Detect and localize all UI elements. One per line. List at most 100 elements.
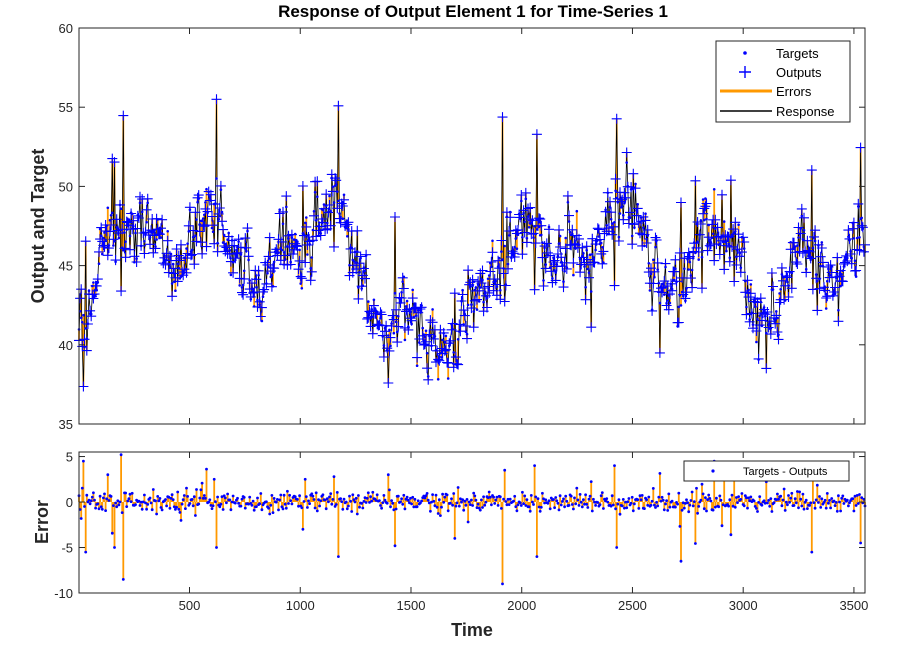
target-point bbox=[322, 203, 326, 206]
target-point bbox=[116, 227, 120, 230]
error-point bbox=[783, 509, 787, 512]
target-point bbox=[167, 262, 171, 266]
target-point bbox=[727, 242, 730, 246]
target-point bbox=[814, 273, 818, 276]
target-point bbox=[273, 250, 277, 254]
target-point bbox=[852, 237, 856, 240]
target-point bbox=[450, 322, 453, 326]
error-point bbox=[600, 491, 604, 494]
error-point bbox=[468, 503, 472, 506]
target-point bbox=[664, 265, 667, 269]
error-points bbox=[77, 453, 867, 586]
error-point bbox=[460, 500, 463, 504]
error-point bbox=[848, 501, 851, 505]
target-point bbox=[505, 215, 509, 219]
error-point bbox=[453, 537, 457, 540]
error-point bbox=[579, 500, 583, 504]
target-point bbox=[405, 299, 409, 303]
target-point bbox=[547, 225, 551, 229]
target-point bbox=[705, 217, 708, 221]
target-point bbox=[479, 286, 482, 289]
target-point bbox=[124, 240, 127, 243]
error-point bbox=[565, 499, 569, 503]
error-point bbox=[353, 500, 357, 504]
error-point bbox=[700, 482, 704, 486]
error-point bbox=[361, 506, 365, 510]
error-point bbox=[459, 497, 462, 501]
target-point bbox=[703, 218, 706, 222]
error-point bbox=[544, 498, 548, 502]
error-point bbox=[786, 503, 789, 507]
target-point bbox=[255, 286, 258, 289]
error-point bbox=[484, 500, 488, 504]
target-point bbox=[535, 228, 539, 231]
target-point bbox=[207, 190, 210, 194]
error-point bbox=[80, 486, 84, 490]
target-point bbox=[568, 230, 572, 234]
error-point bbox=[209, 504, 213, 507]
target-point bbox=[694, 251, 697, 255]
target-point bbox=[629, 188, 633, 191]
target-point bbox=[487, 274, 491, 277]
target-point bbox=[681, 294, 685, 298]
target-point bbox=[526, 215, 530, 218]
target-point bbox=[187, 230, 191, 233]
error-point bbox=[788, 500, 791, 504]
error-point bbox=[664, 502, 667, 506]
target-point bbox=[721, 240, 725, 244]
target-point bbox=[564, 236, 567, 240]
error-point bbox=[660, 495, 664, 499]
target-point bbox=[415, 364, 419, 368]
target-point bbox=[657, 281, 661, 285]
top-y-tick-label: 50 bbox=[59, 179, 73, 194]
error-point bbox=[415, 505, 419, 509]
error-point bbox=[496, 504, 500, 507]
target-point bbox=[288, 234, 291, 237]
target-point bbox=[763, 314, 767, 318]
error-point bbox=[539, 505, 543, 509]
error-point bbox=[335, 491, 339, 494]
target-point bbox=[734, 230, 737, 233]
error-point bbox=[769, 497, 773, 500]
target-point bbox=[793, 245, 797, 248]
target-point bbox=[823, 286, 827, 289]
target-point bbox=[146, 201, 149, 205]
target-point bbox=[350, 246, 354, 249]
target-point bbox=[160, 232, 164, 235]
target-point bbox=[197, 197, 200, 200]
target-point bbox=[589, 290, 593, 293]
error-point bbox=[752, 499, 756, 503]
target-point bbox=[639, 216, 643, 219]
error-point bbox=[345, 507, 349, 511]
target-point bbox=[789, 241, 792, 244]
target-point bbox=[608, 205, 612, 209]
target-point bbox=[640, 233, 644, 236]
error-point bbox=[443, 495, 447, 499]
x-axis-label: Time bbox=[451, 620, 493, 640]
target-point bbox=[219, 188, 223, 191]
target-point bbox=[439, 352, 442, 355]
error-point bbox=[310, 492, 314, 496]
error-point bbox=[429, 509, 432, 513]
error-point bbox=[199, 488, 203, 492]
error-point bbox=[553, 506, 556, 510]
error-point bbox=[157, 499, 161, 503]
error-point bbox=[650, 499, 654, 503]
error-point bbox=[185, 486, 188, 490]
target-point bbox=[832, 288, 836, 292]
target-point bbox=[316, 195, 319, 198]
target-point bbox=[532, 236, 535, 239]
target-point bbox=[731, 235, 735, 238]
target-point bbox=[185, 247, 188, 250]
error-point bbox=[845, 498, 849, 502]
target-point bbox=[625, 161, 628, 164]
target-point bbox=[840, 273, 843, 276]
error-point bbox=[432, 499, 436, 503]
error-point bbox=[85, 493, 89, 497]
error-point bbox=[286, 489, 289, 493]
error-point bbox=[543, 501, 546, 505]
target-point bbox=[165, 258, 168, 262]
error-point bbox=[564, 494, 568, 498]
error-point bbox=[112, 504, 115, 507]
error-point bbox=[118, 500, 122, 504]
